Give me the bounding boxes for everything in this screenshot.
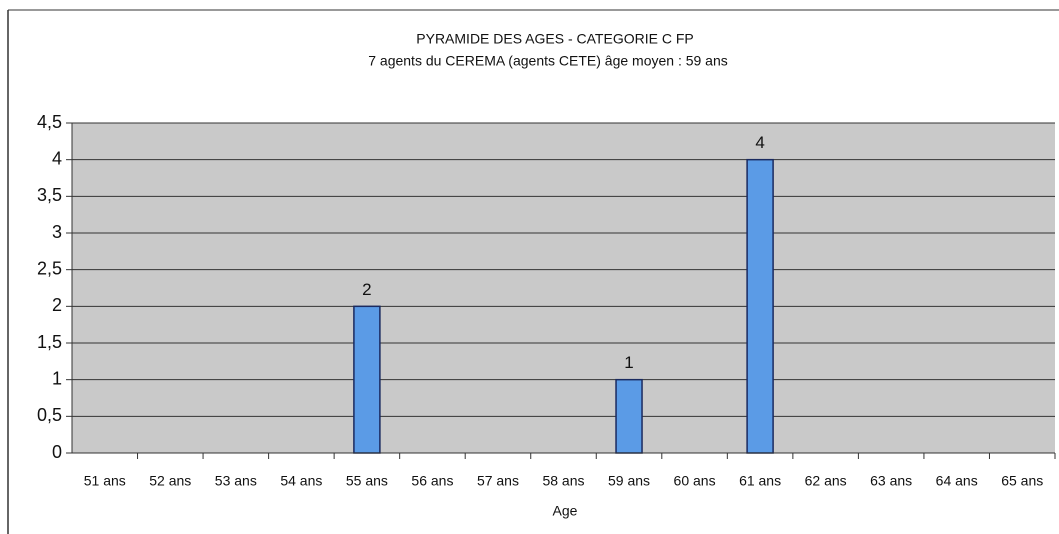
x-tick-label: 57 ans <box>477 473 519 489</box>
x-tick-label: 58 ans <box>542 473 584 489</box>
x-tick-label: 63 ans <box>870 473 912 489</box>
y-tick-label: 3 <box>52 222 62 242</box>
chart-subtitle: 7 agents du CEREMA (agents CETE) âge moy… <box>368 53 728 69</box>
y-tick-label: 3,5 <box>37 185 62 205</box>
x-tick-label: 56 ans <box>411 473 453 489</box>
x-tick-label: 53 ans <box>215 473 257 489</box>
x-tick-label: 51 ans <box>84 473 126 489</box>
y-tick-label: 1,5 <box>37 332 62 352</box>
plot-area <box>72 123 1055 453</box>
x-axis-label: Age <box>553 503 578 519</box>
y-tick-label: 0,5 <box>37 405 62 425</box>
bar <box>353 305 381 454</box>
y-tick-label: 4,5 <box>37 112 62 132</box>
y-tick-label: 2,5 <box>37 258 62 278</box>
x-tick-label: 52 ans <box>149 473 191 489</box>
y-tick-label: 4 <box>52 148 62 168</box>
x-tick-label: 61 ans <box>739 473 781 489</box>
data-label: 2 <box>362 280 371 299</box>
chart-title: PYRAMIDE DES AGES - CATEGORIE C FP <box>416 31 693 47</box>
x-tick-label: 54 ans <box>280 473 322 489</box>
data-label: 4 <box>755 133 764 152</box>
x-tick-label: 65 ans <box>1001 473 1043 489</box>
bar <box>746 158 774 454</box>
x-tick-label: 64 ans <box>936 473 978 489</box>
bar <box>615 378 643 454</box>
y-tick-label: 1 <box>52 368 62 388</box>
data-label: 1 <box>624 353 633 372</box>
y-tick-label: 0 <box>52 442 62 462</box>
x-tick-label: 59 ans <box>608 473 650 489</box>
x-tick-label: 62 ans <box>805 473 847 489</box>
y-tick-label: 2 <box>52 295 62 315</box>
x-tick-label: 60 ans <box>674 473 716 489</box>
x-tick-label: 55 ans <box>346 473 388 489</box>
